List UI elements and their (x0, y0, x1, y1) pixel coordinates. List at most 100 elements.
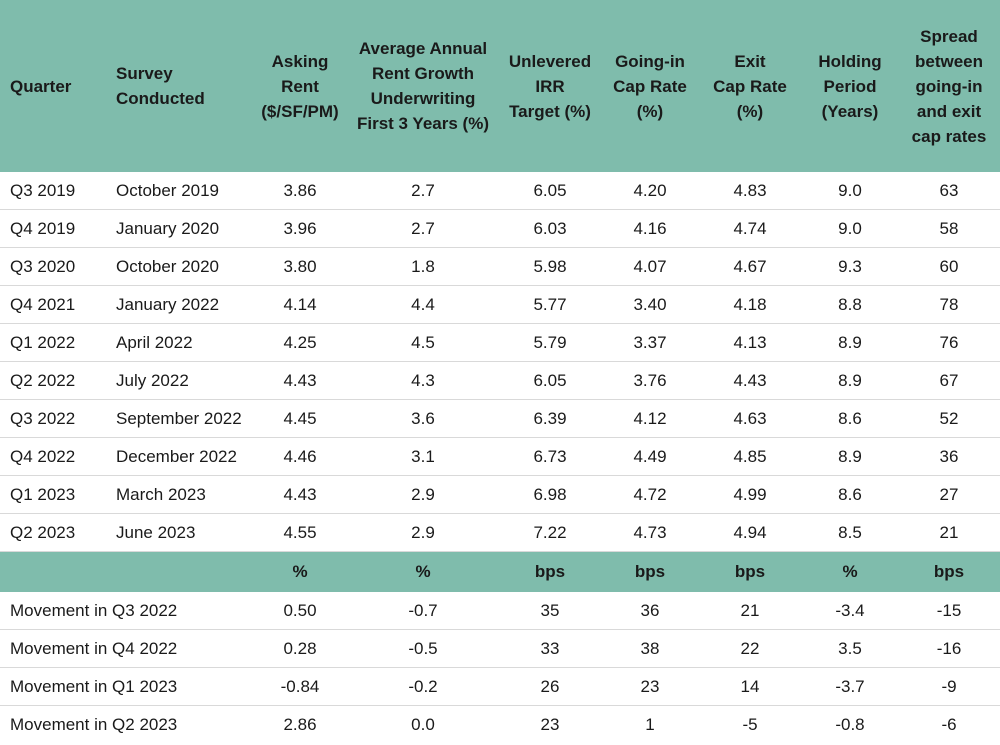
header-text: Exit (734, 51, 766, 71)
cell-unlevered-irr: 6.05 (498, 172, 602, 210)
cell-unlevered-irr: 6.03 (498, 209, 602, 248)
survey-rows: Q3 2019 October 2019 3.86 2.7 6.05 4.20 4.83 9.… (0, 172, 1000, 552)
cell-quarter: Q4 2022 (0, 437, 106, 476)
cell-asking-rent: 4.25 (252, 323, 348, 362)
cell-exit-cap-rate: 22 (698, 629, 802, 668)
cell-exit-cap-rate: -5 (742, 714, 758, 734)
cell-unlevered-irr: 33 (498, 629, 602, 668)
header-text: IRR (535, 76, 565, 96)
cell-asking-rent: 3.86 (252, 172, 348, 210)
cell-rent-growth: 4.3 (348, 361, 498, 400)
header-unlevered-irr: Unlevered IRR Target (%) (498, 0, 602, 172)
cell-survey-conducted: January 2022 (106, 285, 252, 324)
cell-survey-conducted: April 2022 (106, 323, 252, 362)
cell-going-in-cap-rate: 3.40 (602, 285, 698, 324)
cell-cap-rate-spread: 36 (898, 437, 1000, 476)
cell-unlevered-irr: 5.77 (498, 285, 602, 324)
cell-quarter: Q3 2022 (0, 399, 106, 438)
cell-going-in-cap-rate: 3.37 (602, 323, 698, 362)
cell-rent-growth: 4.4 (348, 285, 498, 324)
cell-rent-growth: 3.6 (348, 399, 498, 438)
cell-quarter: Q1 2023 (0, 475, 106, 514)
cell-rent-growth: -0.5 (348, 629, 498, 668)
header-text: between (914, 51, 984, 71)
table-row: Q4 2019 January 2020 3.96 2.7 6.03 4.16 4.74 9.… (0, 209, 1000, 248)
header-text: Average Annual (358, 39, 488, 58)
cell-unlevered-irr: 35 (498, 592, 602, 630)
cell-survey-conducted: June 2023 (106, 513, 252, 552)
cell-cap-rate-spread: -9 (898, 667, 1000, 706)
cell-exit-cap-rate: 4.83 (698, 172, 802, 210)
cell-unlevered-irr: 7.22 (498, 513, 602, 552)
cell-going-in-cap-rate: 4.49 (602, 437, 698, 476)
cell-survey-conducted: December 2022 (106, 437, 252, 476)
cell-rent-growth: 2.9 (348, 513, 498, 552)
table-row: Q1 2022 April 2022 4.25 4.5 5.79 3.37 4.13 8.9 7… (0, 323, 1000, 362)
header-text: Survey (116, 64, 173, 83)
cell-cap-rate-spread: 67 (898, 361, 1000, 400)
table-row: Q3 2020 October 2020 3.80 1.8 5.98 4.07 4.67 9.… (0, 247, 1000, 286)
cell-exit-cap-rate: 4.85 (698, 437, 802, 476)
cell-holding-period: 8.9 (802, 323, 898, 362)
header-text: Unlevered (508, 51, 592, 71)
header-text: Target (%) (509, 101, 591, 121)
header-text: and exit (916, 101, 982, 121)
cell-holding-period: 8.5 (802, 513, 898, 552)
header-survey-conducted: Survey Conducted (106, 0, 252, 172)
header-holding-period: Holding Period (Years) (802, 0, 898, 172)
header-text: (%) (636, 101, 664, 121)
table-row: Q4 2022 December 2022 4.46 3.1 6.73 4.49 4.85 8… (0, 437, 1000, 476)
movement-row: Movement in Q3 2022 0.50 -0.7 35 36 21 -3.4 -15 (0, 592, 1000, 630)
header-text: going-in (915, 76, 983, 96)
cell-cap-rate-spread: 21 (898, 513, 1000, 552)
cell-asking-rent: 3.96 (252, 209, 348, 248)
cell-unlevered-irr: 23 (540, 714, 560, 734)
cell-going-in-cap-rate: 38 (602, 629, 698, 668)
header-text: Cap Rate (713, 76, 787, 96)
cell-holding-period: 8.9 (802, 361, 898, 400)
cell-quarter: Q4 2019 (0, 209, 106, 248)
cell-survey-conducted: January 2020 (106, 209, 252, 248)
table-row: Q4 2021 January 2022 4.14 4.4 5.77 3.40 4.18 8.… (0, 285, 1000, 324)
cell-asking-rent: 4.43 (252, 361, 348, 400)
header-exit-cap-rate: Exit Cap Rate (%) (698, 0, 802, 172)
cell-holding-period: -0.8 (835, 714, 865, 734)
movement-label: Movement in Q3 2022 (0, 592, 252, 630)
table-row: Q2 2022 July 2022 4.43 4.3 6.05 3.76 4.43 8.9 67 (0, 361, 1000, 400)
cell-holding-period: 9.3 (802, 247, 898, 286)
cell-exit-cap-rate: 4.94 (698, 513, 802, 552)
header-text: Period (823, 76, 877, 96)
unit-rent-growth: % (348, 551, 498, 592)
header-text: Quarter (10, 76, 72, 96)
cell-holding-period: 9.0 (802, 209, 898, 248)
cell-exit-cap-rate: 14 (698, 667, 802, 706)
cell-cap-rate-spread: 60 (898, 247, 1000, 286)
header-quarter: Quarter (0, 0, 106, 172)
cell-quarter: Q2 2022 (0, 361, 106, 400)
unit-going-in-cap-rate: bps (602, 551, 698, 592)
cell-unlevered-irr: 6.39 (498, 399, 602, 438)
cell-survey-conducted: September 2022 (106, 399, 252, 438)
table-header: Quarter Survey Conducted Asking Rent ($/SF/… (0, 0, 1000, 172)
cell-exit-cap-rate: 4.43 (698, 361, 802, 400)
cell-rent-growth: 2.7 (348, 209, 498, 248)
cell-survey-conducted: October 2020 (106, 247, 252, 286)
header-cap-rate-spread: Spread between going-in and exit cap rates (898, 0, 1000, 172)
cell-rent-growth: 1.8 (348, 247, 498, 286)
movement-row: Movement in Q4 2022 0.28 -0.5 33 38 22 3.5 -16 (0, 629, 1000, 668)
cell-going-in-cap-rate: 3.76 (602, 361, 698, 400)
cell-unlevered-irr: 6.98 (498, 475, 602, 514)
unit-cap-rate-spread: bps (898, 551, 1000, 592)
unit-asking-rent: % (252, 551, 348, 592)
header-text: Going-in (615, 51, 685, 71)
cell-rent-growth: 3.1 (348, 437, 498, 476)
header-text: Asking (271, 51, 329, 71)
movement-label: Movement in Q2 2023 (10, 714, 178, 734)
header-text: Rent Growth (372, 64, 474, 83)
cell-cap-rate-spread: 76 (898, 323, 1000, 362)
cell-cap-rate-spread: 78 (898, 285, 1000, 324)
cell-rent-growth: 2.7 (348, 172, 498, 210)
cell-quarter: Q3 2019 (0, 172, 106, 210)
cell-quarter: Q1 2022 (0, 323, 106, 362)
cell-holding-period: 9.0 (802, 172, 898, 210)
